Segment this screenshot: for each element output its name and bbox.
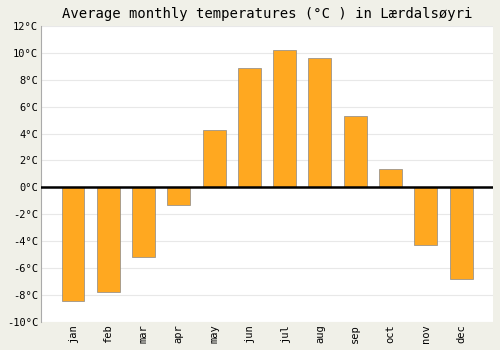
Bar [202, 130, 226, 187]
Bar [273, 50, 296, 187]
Bar [97, 187, 120, 292]
Title: Average monthly temperatures (°C ) in Lærdalsøyri: Average monthly temperatures (°C ) in Læ… [62, 7, 472, 21]
Bar [168, 187, 190, 205]
Bar [238, 68, 261, 187]
Bar [450, 187, 472, 279]
Bar [379, 169, 402, 187]
Bar [132, 187, 155, 257]
Bar [414, 187, 437, 245]
Bar [344, 116, 366, 187]
Bar [308, 58, 332, 187]
Bar [62, 187, 84, 301]
